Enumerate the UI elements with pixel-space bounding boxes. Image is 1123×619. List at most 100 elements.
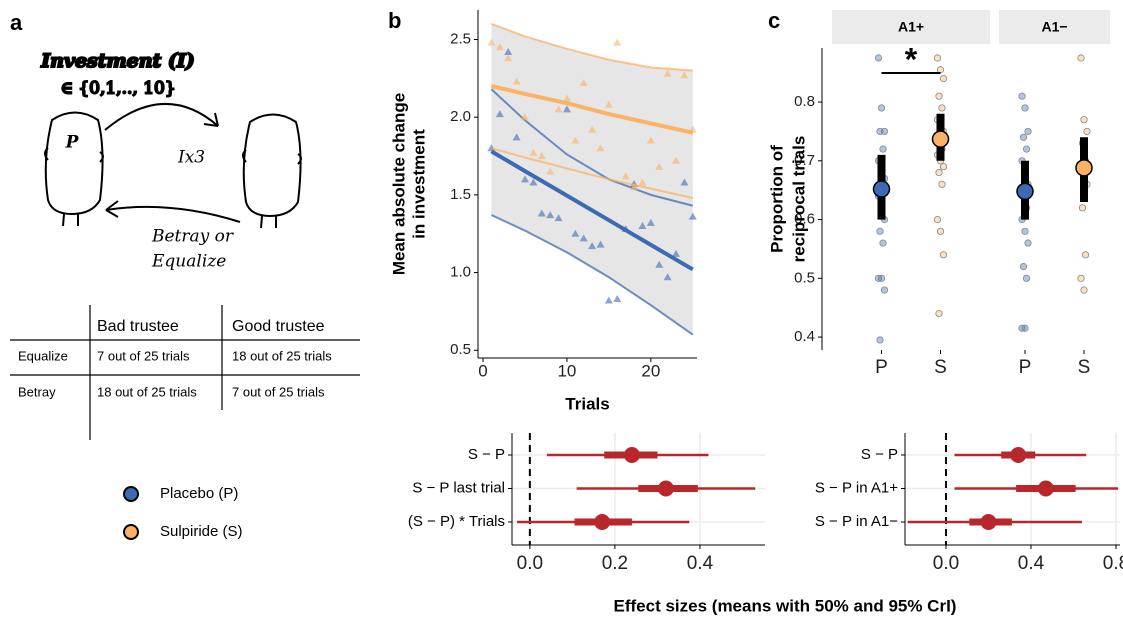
return-label: Equalize [151,252,226,272]
legend-label: Sulpiride (S) [160,523,243,540]
x-tick-label: 0.0 [517,553,543,574]
diagram: Investment (I) ∈ {0,1,.., 10} P Ix3 Betr… [39,49,302,272]
point [1019,262,1028,271]
point [663,69,672,77]
x-tick-label: 0.2 [602,553,628,574]
row-label: S − P in A1+ [815,479,898,496]
panel-label: a [10,10,23,35]
row-label: S − P in A1− [815,513,898,530]
point [1024,127,1032,136]
row-label: (S − P) * Trials [408,513,505,530]
y-axis-label: Proportion of [767,145,786,253]
facet-label: A1+ [898,19,924,35]
mean-point [623,447,640,463]
x-tick-label: 10 [557,361,576,380]
node-label: P [65,133,80,153]
y-tick-label: 2.5 [450,30,471,47]
facet-label: A1− [1041,19,1067,35]
y-tick-label: 2.0 [450,108,471,125]
point [512,133,521,141]
x-tick-label: S [934,357,947,378]
y-axis-label: Mean absolute change [389,93,408,275]
point [504,54,513,62]
mean-point [657,480,674,497]
point [596,144,605,152]
point [579,79,588,87]
point [879,239,887,247]
point [672,156,681,164]
point [1077,274,1085,282]
facet-strip [832,10,990,44]
point [537,152,546,160]
fit-lower [491,214,694,336]
point [1018,92,1026,100]
point [663,273,672,281]
head-detail [44,147,104,227]
y-tick-label: 0.6 [794,211,815,228]
point [630,183,639,191]
point [588,242,597,250]
row-label: S − P [861,446,898,463]
head [44,111,104,216]
x-tick-label: 20 [641,361,660,380]
x-tick-label: S [1078,357,1091,378]
mean-point [1075,159,1093,177]
legend-swatch [123,524,139,540]
legend-swatch [123,486,139,502]
point [939,251,948,259]
point [876,127,884,136]
fit-mean [490,149,694,272]
point [876,227,884,235]
panel-label: b [388,8,401,33]
table-row-label: Betray [18,384,56,399]
x-tick-label: P [875,357,888,378]
point [688,212,697,220]
table-row-label: Equalize [18,348,68,363]
table-cell: 7 out of 25 trials [97,348,190,363]
point [520,175,529,183]
fit-upper [491,23,693,72]
point [571,136,580,144]
mean-point [1016,182,1034,201]
legend-label: Placebo (P) [160,485,238,502]
point [554,214,563,222]
y-axis-label: reciprocal trials [789,136,808,263]
head-detail [242,149,302,229]
table-cell: 18 out of 25 trials [232,348,332,363]
point [613,38,622,46]
x-tick-label: 0 [478,361,487,380]
point [613,294,622,302]
x-tick-label: 0.4 [1018,553,1045,574]
arrow [104,103,219,131]
point [529,148,538,156]
point [938,104,946,112]
point [638,221,647,229]
point [933,54,942,62]
point [936,66,945,74]
table: Bad trustee Good trustee Equalize 7 out … [10,305,360,440]
point [512,77,521,85]
point [874,54,883,62]
table-cell: 7 out of 25 trials [232,384,325,399]
point [880,286,889,294]
point [680,71,689,79]
point [520,113,529,121]
point [562,94,571,102]
mean-point [872,180,891,198]
table-header: Bad trustee [97,318,179,335]
mean-point [931,130,950,148]
point [604,100,613,108]
panel-label: c [768,8,780,33]
arrow [105,200,241,223]
head [242,113,302,218]
point [1021,104,1029,112]
point [1080,116,1088,124]
y-tick-label: 1.0 [450,264,471,281]
point [876,336,884,344]
point [562,105,571,113]
point [596,240,605,248]
point [1022,145,1031,153]
row-label: S − P last trial [412,479,505,496]
x-tick-label: P [1019,357,1032,378]
point [877,104,886,112]
